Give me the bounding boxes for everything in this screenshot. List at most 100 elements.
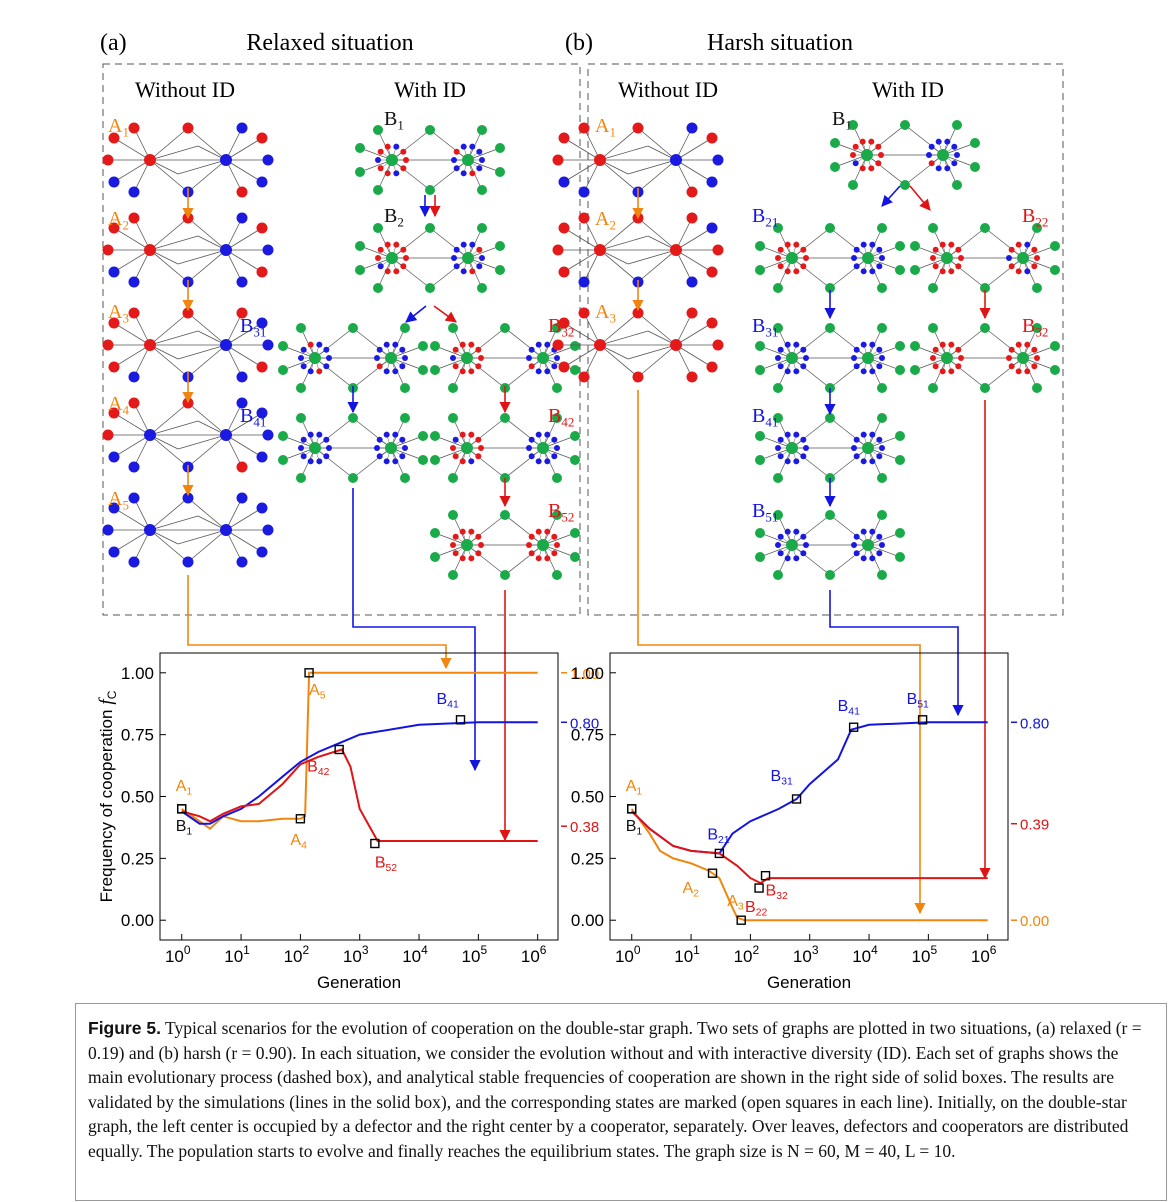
x-tick-label: 106: [971, 943, 997, 966]
star-graph: [552, 212, 724, 288]
leaf-node: [712, 339, 724, 351]
state-sub: 22: [756, 908, 768, 919]
edge: [791, 257, 831, 289]
ring-node: [793, 528, 800, 535]
edge: [149, 312, 189, 346]
ring-node: [939, 268, 946, 275]
leaf-node: [712, 154, 724, 166]
ring-node: [784, 431, 791, 438]
leaf-node: [256, 502, 268, 514]
edge: [391, 227, 431, 259]
state-name: A: [108, 393, 123, 415]
ring-node: [468, 458, 475, 465]
edge: [599, 344, 639, 378]
edge: [429, 159, 469, 191]
center-node: [937, 149, 949, 161]
ring-node: [451, 157, 457, 163]
center-node: [786, 352, 798, 364]
state-label: B1: [832, 108, 852, 132]
ring-node: [800, 533, 807, 540]
state-sub: 22: [1035, 214, 1048, 229]
state-label: A2: [108, 208, 129, 232]
ring-node: [400, 165, 407, 172]
ring-node: [930, 355, 936, 361]
edge: [225, 412, 263, 436]
ring-node: [800, 346, 807, 353]
leaf-node: [256, 546, 268, 558]
ring-node: [392, 341, 399, 348]
leaf-node: [108, 132, 120, 144]
y-label-text: Frequency of cooperation: [97, 710, 116, 903]
leaf-node: [128, 492, 140, 504]
outer-node: [425, 283, 435, 293]
state-sub: 41: [848, 707, 860, 718]
outer-node: [773, 413, 783, 423]
x-tick-base: 10: [734, 947, 753, 966]
x-tick-exponent: 0: [634, 943, 641, 957]
ring-node: [450, 542, 456, 548]
state-name: A: [309, 682, 320, 699]
outer-node: [552, 510, 562, 520]
leaf-node: [558, 132, 570, 144]
ring-node: [876, 346, 883, 353]
ring-node: [803, 255, 809, 261]
outer-node: [430, 455, 440, 465]
outer-node: [425, 185, 435, 195]
edge: [352, 357, 392, 389]
outer-node: [825, 223, 835, 233]
ring-node: [468, 431, 475, 438]
outer-node: [425, 223, 435, 233]
leaf-node: [262, 524, 274, 536]
center-node: [385, 352, 397, 364]
leaf-node: [128, 186, 140, 198]
state-name: B: [548, 315, 561, 337]
outer-node: [895, 241, 905, 251]
edge: [504, 544, 544, 576]
edge: [504, 417, 544, 449]
leaf-node: [558, 361, 570, 373]
leaf-node: [686, 122, 698, 134]
heading: Without ID: [135, 77, 235, 102]
leaf-node: [256, 222, 268, 234]
center-node: [461, 539, 473, 551]
state-sub: 21: [718, 835, 730, 846]
ring-node: [1024, 268, 1031, 275]
ring-node: [535, 341, 542, 348]
leaf-node: [578, 276, 590, 288]
edge: [829, 514, 869, 546]
outer-node: [348, 473, 358, 483]
ring-node: [793, 241, 800, 248]
ring-node: [554, 445, 560, 451]
outer-node: [418, 365, 428, 375]
ring-node: [800, 436, 807, 443]
ring-node: [1008, 363, 1015, 370]
leaf-node: [686, 276, 698, 288]
ring-node: [868, 165, 875, 172]
state-sub: 3: [738, 902, 744, 913]
outer-node: [355, 241, 365, 251]
edge: [187, 249, 227, 283]
edge: [599, 145, 649, 161]
panel-tag: (b): [565, 30, 593, 56]
edge: [984, 257, 1024, 289]
ring-node: [551, 533, 558, 540]
state-marker: [304, 668, 314, 678]
ring-node: [392, 431, 399, 438]
edge: [904, 124, 944, 156]
outer-node: [980, 283, 990, 293]
figure: (a) Relaxed situation Without ID With ID…: [96, 30, 1064, 992]
leaf-node: [236, 492, 248, 504]
state-name: B: [240, 405, 253, 427]
ring-node: [377, 148, 384, 155]
ring-node: [876, 453, 883, 460]
center-node: [941, 252, 953, 264]
outer-node: [500, 413, 510, 423]
panel-tag: (a): [100, 30, 127, 56]
y-tick-label: 1.00: [121, 664, 154, 683]
dashed-box: [587, 63, 1064, 616]
ring-node: [784, 458, 791, 465]
star-graph: [430, 510, 580, 580]
outer-node: [1050, 265, 1060, 275]
arrow: [352, 488, 481, 772]
edge: [225, 227, 263, 251]
